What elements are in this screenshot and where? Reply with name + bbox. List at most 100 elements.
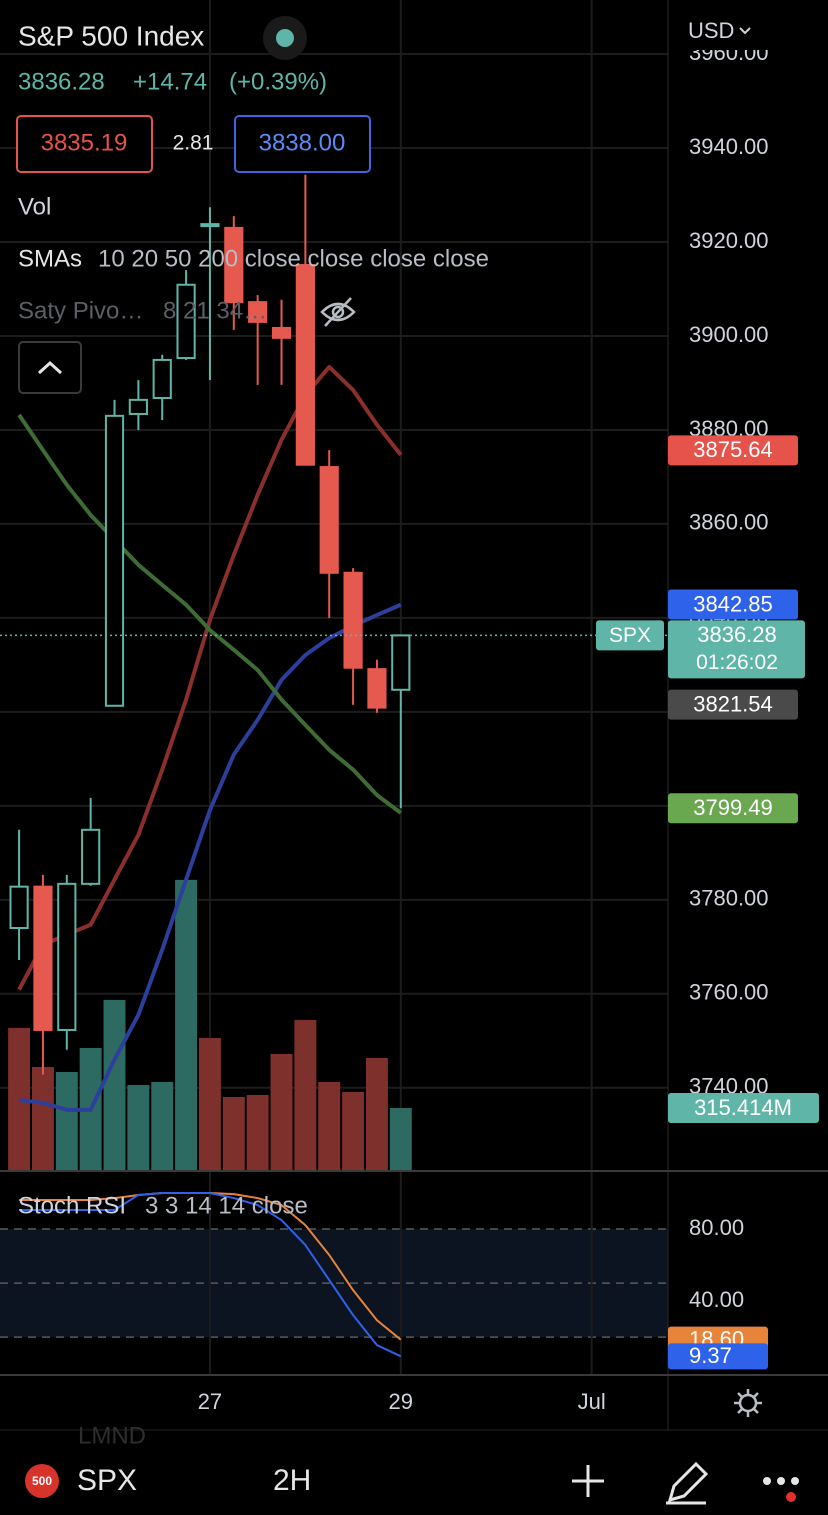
collapse-arrow xyxy=(37,360,63,375)
symbol-title: S&P 500 Index xyxy=(18,20,204,51)
volume-bar xyxy=(389,1107,412,1170)
candle-body xyxy=(104,414,125,707)
overlay-layer: 2729Jul3740.003760.003780.003800.003820.… xyxy=(198,0,828,1414)
price-badge-text: 3875.64 xyxy=(693,437,773,462)
volume-bar xyxy=(55,1071,78,1170)
volume-bar xyxy=(318,1081,341,1170)
last-price: 3836.28 xyxy=(18,68,105,95)
collapse-button[interactable] xyxy=(18,341,82,394)
candle-body xyxy=(33,885,53,1031)
stoch-params: 3 3 14 14 close xyxy=(145,1192,308,1219)
candle-body xyxy=(295,264,315,466)
volume-bar xyxy=(31,1066,54,1170)
candle-body xyxy=(128,398,148,415)
symbol-badge-text: SPX xyxy=(609,624,651,647)
price-badge xyxy=(668,589,798,620)
candle-body xyxy=(271,326,292,339)
price-change: +14.74 xyxy=(133,68,207,95)
price-badge-text: 3821.54 xyxy=(693,691,773,716)
buy-button[interactable] xyxy=(234,115,371,173)
x-tick-label: Jul xyxy=(578,1389,606,1414)
add-button[interactable] xyxy=(572,1465,604,1497)
price-badge-text: 3842.85 xyxy=(693,591,773,616)
candle-body xyxy=(200,223,220,228)
volume-bar xyxy=(246,1094,269,1170)
currency[interactable]: USD xyxy=(688,18,734,43)
stoch-badge-text: 9.37 xyxy=(689,1343,732,1368)
stoch-band xyxy=(0,1229,668,1338)
indicator-sma[interactable]: SMAs xyxy=(18,245,82,272)
x-tick-label: 29 xyxy=(389,1389,413,1414)
candle-body xyxy=(152,358,172,399)
price-badge xyxy=(668,689,798,720)
draw-button[interactable] xyxy=(666,1461,709,1505)
stoch-badge xyxy=(668,1343,768,1370)
ask: 3838.00 xyxy=(259,129,346,156)
volume-bar xyxy=(198,1037,221,1170)
y-tick-label: 3780.00 xyxy=(689,886,769,911)
volume-badge xyxy=(668,1092,819,1123)
indicator-sma-params: 10 20 50 200 close close close close xyxy=(98,245,489,272)
symbol-logo xyxy=(25,1464,59,1498)
sell-button[interactable] xyxy=(16,115,153,173)
candle-body xyxy=(224,226,244,304)
price-change-pct: (+0.39%) xyxy=(229,68,327,95)
price-badge-text: 3799.49 xyxy=(693,795,773,820)
candle-body xyxy=(319,466,339,574)
volume-bar xyxy=(365,1057,388,1170)
volume-bar xyxy=(8,1027,31,1170)
y-tick-label: 3920.00 xyxy=(689,228,769,253)
y-tick-label: 3900.00 xyxy=(689,322,769,347)
candle-body xyxy=(391,634,411,691)
toolbar-interval[interactable]: 2H xyxy=(273,1464,311,1497)
volume-bar xyxy=(270,1053,293,1170)
volume-bar xyxy=(175,879,198,1170)
candle-body xyxy=(248,301,268,323)
plot-layer xyxy=(0,0,668,1375)
candle-body xyxy=(81,828,101,885)
candle-body xyxy=(57,882,77,1031)
volume-badge-text: 315.414M xyxy=(694,1095,792,1120)
sma-line xyxy=(17,364,403,991)
sma-line xyxy=(18,602,402,1112)
settings-button[interactable] xyxy=(734,1389,762,1417)
stoch-line xyxy=(19,1192,402,1358)
price-badge xyxy=(668,620,805,679)
symbol-badge xyxy=(596,620,664,651)
x-tick-label: 27 xyxy=(198,1389,222,1414)
symbol-logo-text: 500 xyxy=(32,1474,52,1488)
volume-bar xyxy=(222,1096,245,1170)
indicator-vol[interactable]: Vol xyxy=(18,193,51,220)
y-tick-label: 3940.00 xyxy=(689,134,769,159)
indicator-pivot-params: 8 21 34… xyxy=(163,297,267,324)
stoch-title[interactable]: Stoch RSI xyxy=(18,1192,126,1219)
spread: 2.81 xyxy=(173,132,214,155)
candle-body xyxy=(176,283,196,360)
stoch-tick-label: 80.00 xyxy=(689,1215,744,1240)
candle-body xyxy=(343,571,363,669)
price-badge xyxy=(668,793,798,824)
bid: 3835.19 xyxy=(41,129,128,156)
indicator-pivot[interactable]: Saty Pivo… xyxy=(18,297,143,324)
toolbar-symbol[interactable]: SPX xyxy=(77,1464,137,1497)
y-tick-label: 3760.00 xyxy=(689,980,769,1005)
currency-bg xyxy=(682,14,772,50)
volume-bar xyxy=(127,1084,150,1170)
price-axis-bg xyxy=(669,0,828,1170)
volume-bar xyxy=(294,1019,317,1170)
volume-bar xyxy=(151,1081,174,1170)
ghost-symbol: LMND xyxy=(78,1422,146,1449)
price-badge xyxy=(668,435,798,466)
candle-body xyxy=(367,668,387,709)
volume-bar xyxy=(342,1091,365,1170)
price-badge-text: 3836.28 xyxy=(697,622,777,647)
hidden-eye-icon[interactable] xyxy=(320,297,356,327)
more-button[interactable] xyxy=(763,1477,799,1485)
candle-body xyxy=(9,885,29,930)
stoch-tick-label: 40.00 xyxy=(689,1287,744,1312)
notification-dot xyxy=(786,1492,796,1502)
countdown-text: 01:26:02 xyxy=(696,651,778,674)
sma-line xyxy=(17,413,402,815)
